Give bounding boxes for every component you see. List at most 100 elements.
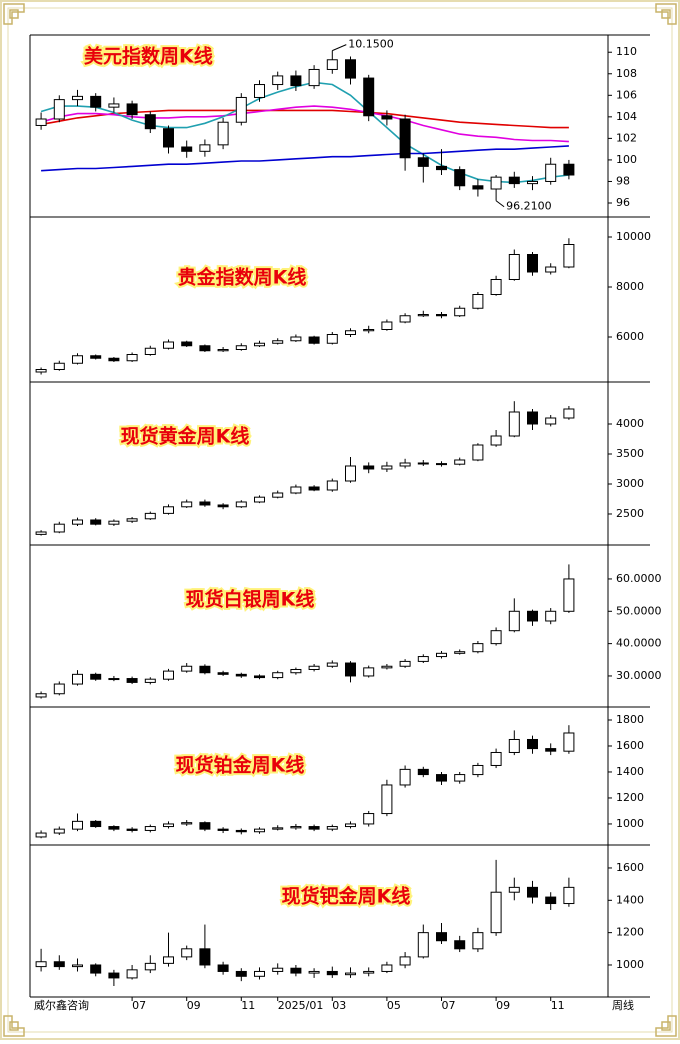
candle-body	[254, 828, 265, 833]
period-label: 周线	[612, 998, 634, 1012]
annotation-leader	[332, 44, 347, 52]
candle-body	[508, 610, 520, 632]
candle-body	[126, 828, 138, 831]
candle-body	[181, 665, 193, 672]
candle-body	[363, 813, 375, 825]
candle-body	[472, 932, 484, 950]
y-tick-label: 1400	[616, 765, 644, 778]
candle-body	[545, 163, 557, 182]
candle-body	[363, 465, 375, 470]
candle-body	[345, 59, 356, 79]
candle-body	[199, 822, 211, 830]
candle-body	[181, 341, 193, 347]
candle-body	[381, 321, 393, 330]
moving-average-line	[40, 105, 569, 143]
candle-body	[144, 512, 156, 520]
candle-body	[163, 506, 174, 514]
y-tick-label: 102	[616, 131, 637, 144]
candle-body	[53, 99, 65, 120]
annotation: 10.1500	[348, 38, 394, 51]
candle-body	[472, 444, 484, 461]
candle-body	[53, 362, 65, 370]
candle-body	[235, 345, 247, 350]
candle-body	[290, 668, 302, 674]
candle-body	[72, 964, 83, 968]
candle-body	[563, 163, 575, 176]
candle-body	[90, 964, 102, 974]
candle-body	[108, 826, 120, 830]
candle-body	[144, 347, 156, 355]
y-tick-label: 96	[616, 196, 630, 209]
candle-body	[163, 341, 174, 349]
y-tick-label: 1000	[616, 958, 644, 971]
candle-body	[72, 519, 83, 525]
candle-body	[53, 828, 65, 834]
candle-body	[163, 128, 174, 148]
x-tick-label: 05	[387, 999, 401, 1012]
candle-body	[472, 185, 484, 190]
candle-body	[144, 962, 156, 971]
candle-body	[254, 342, 265, 347]
candle-body	[181, 146, 193, 152]
candle-body	[72, 95, 83, 101]
candle-body	[72, 355, 83, 364]
candle-body	[290, 486, 302, 494]
x-tick-label: 2025/01	[278, 999, 324, 1012]
candle-body	[144, 826, 156, 831]
candle-body	[199, 665, 211, 674]
y-tick-label: 3000	[616, 477, 644, 490]
candle-body	[472, 764, 484, 776]
candle-body	[436, 314, 447, 317]
y-tick-label: 98	[616, 174, 630, 187]
candle-body	[345, 330, 356, 335]
candle-body	[90, 95, 102, 108]
panel-title: 现货铂金周K线	[176, 754, 305, 777]
candle-body	[326, 334, 338, 344]
candle-body	[35, 118, 47, 126]
candle-body	[163, 823, 174, 828]
candle-body	[290, 75, 302, 87]
candle-body	[490, 751, 502, 766]
panel: 2500 3000 3500 4000 现货黄金周K线	[30, 381, 650, 536]
candle-body	[508, 254, 520, 280]
inner-frame	[7, 7, 673, 1033]
candle-body	[235, 970, 247, 977]
x-tick-label: 09	[496, 999, 510, 1012]
candle-body	[326, 662, 338, 667]
candle-body	[508, 176, 520, 185]
candle-body	[345, 823, 356, 828]
candle-body	[308, 665, 320, 670]
candle-body	[308, 336, 320, 344]
candle-body	[126, 678, 138, 683]
y-tick-label: 100	[616, 153, 637, 166]
candle-body	[454, 940, 466, 950]
candle-body	[272, 75, 284, 86]
candle-body	[144, 678, 156, 683]
candle-body	[527, 254, 538, 273]
candle-body	[53, 683, 65, 695]
candle-body	[381, 115, 393, 120]
candle-body	[272, 340, 284, 344]
candle-body	[563, 886, 575, 905]
candle-body	[272, 967, 284, 972]
candle-body	[563, 732, 575, 752]
candle-body	[199, 948, 211, 966]
candle-body	[417, 932, 429, 958]
candle-body	[527, 180, 538, 185]
y-tick-label: 1000	[616, 817, 644, 830]
candle-body	[217, 828, 229, 831]
candle-body	[35, 369, 47, 373]
candle-body	[126, 354, 138, 362]
annotation: 96.2100	[506, 200, 551, 213]
candle-body	[90, 519, 102, 525]
candle-body	[126, 969, 138, 979]
candle-body	[217, 349, 229, 352]
candle-body	[217, 504, 229, 508]
candle-body	[35, 832, 47, 838]
panel: 30.0000 40.0000 50.0000 60.0000 现货白银周K线	[30, 544, 662, 699]
annotation-leader	[495, 200, 505, 208]
candle-body	[490, 891, 502, 934]
candle-body	[527, 610, 538, 622]
panel-title: 现货白银周K线	[186, 588, 315, 611]
candle-body	[345, 662, 356, 677]
